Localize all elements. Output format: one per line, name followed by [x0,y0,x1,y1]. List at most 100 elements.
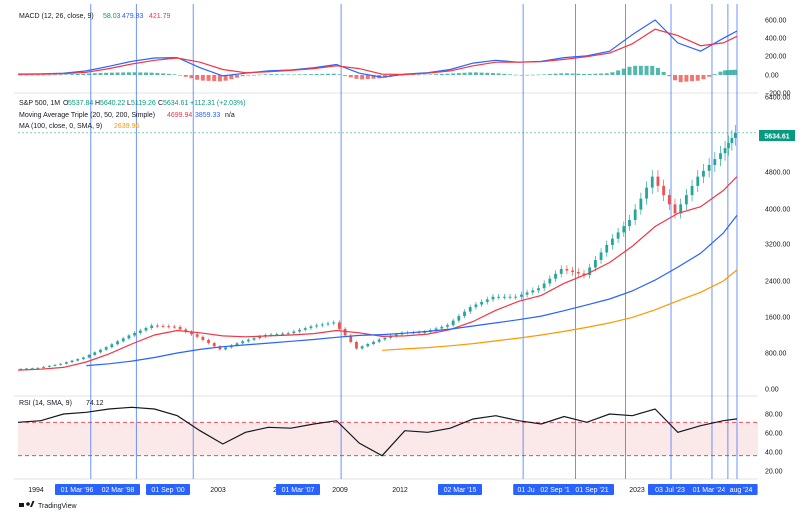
candle-body [684,195,688,205]
macd-histogram-bar [121,72,126,75]
price-pane [17,124,758,371]
candle-body [366,344,370,347]
date-marker-label[interactable]: 01 Jun [517,487,538,494]
candle-body [275,334,279,336]
rsi-legend[interactable]: RSI (14, SMA, 9) 74.12 [19,400,104,407]
macd-histogram-bar [172,74,177,75]
macd-histogram-bar [52,74,57,76]
candle-body [99,349,102,353]
macd-histogram-bar [729,69,734,75]
macd-histogram-bar [695,75,700,81]
date-marker-label[interactable]: 02 Sep '19 [540,487,573,494]
macd-histogram-bar [291,74,296,76]
candle-body [571,270,575,272]
candle-body [554,273,557,279]
macd-axis-label: −200.00 [765,91,791,98]
candle-body [281,333,284,335]
price-legend[interactable]: S&P 500, 1M O 5537.84 H 5640.22 L 5119.2… [19,100,246,130]
macd-histogram-bar [726,70,731,75]
macd-histogram-bar [701,75,706,80]
candle-body [207,339,210,344]
candle-body [19,368,23,370]
candle-body [451,320,455,326]
date-marker-label[interactable]: 01 Mar '07 [282,487,315,494]
last-price-text: 5634.61 [764,134,789,141]
macd-histogram-bar [109,72,114,75]
macd-histogram-bar [229,75,234,80]
candle-body [241,341,245,344]
candle-body [679,204,683,214]
tradingview-brand[interactable]: TradingView [19,501,77,510]
candle-body [25,368,28,370]
date-marker-label[interactable]: 02 Mar '98 [102,487,135,494]
ma50-line[interactable] [86,214,738,367]
candle-body [628,219,631,227]
macd-histogram-bar [621,68,626,75]
macd-axis-label: 200.00 [765,54,787,61]
candle-body [337,322,341,329]
macd-legend[interactable]: MACD (12, 26, close, 9) 58.03 479.83 421… [19,13,171,20]
change-value: +112.31 (+2.03%) [190,100,246,107]
macd-line[interactable] [17,19,738,78]
candle-body [383,337,387,340]
candle-body [622,226,626,233]
ma20-line[interactable] [17,176,738,371]
candle-body [349,335,353,342]
candle-body [59,363,63,365]
ma100-line[interactable] [382,269,738,351]
macd-histogram-bar [269,74,274,75]
candle-body [667,195,671,205]
candle-body [588,267,592,275]
macd-histogram-bar [684,75,689,82]
candle-body [474,304,478,308]
candle-body [173,326,176,328]
candle-body [212,343,216,347]
signal-line[interactable] [17,28,738,76]
macd-histogram-bar [707,75,712,77]
date-marker-bg [55,484,99,495]
macd-histogram-bar [234,75,239,78]
candle-body [292,331,296,334]
macd-legend-macd: 479.83 [122,13,144,20]
candle-body [286,333,290,335]
macd-histogram-bar [149,72,154,75]
macd-pane [17,19,738,83]
candle-body [723,148,727,154]
date-marker-label[interactable]: 01 Mar '96 [61,487,94,494]
macd-histogram-bar [723,70,728,75]
open-label: O [63,100,69,107]
candle-body [599,252,603,260]
rsi-legend-label: RSI (14, SMA, 9) [19,400,72,407]
macd-histogram-bar [411,74,416,76]
macd-histogram-bar [212,75,217,82]
macd-histogram-bar [553,73,558,75]
date-marker-label[interactable]: 03 Jul '23 [655,487,685,494]
date-marker-label[interactable]: 01 Mar '24 [693,487,726,494]
macd-histogram-bar [360,75,365,80]
date-marker-label[interactable]: 01 Sep '21 [575,487,608,494]
macd-histogram-bar [303,74,308,75]
mat-legend-v3: n/a [225,112,235,119]
candle-body [582,273,586,275]
macd-histogram-bar [143,72,148,75]
open-value: 5537.84 [68,100,93,107]
brand-label: TradingView [38,503,77,510]
candle-body [144,328,148,331]
year-label: 2009 [332,487,348,494]
date-marker-label[interactable]: 02 Mar '15 [444,487,477,494]
macd-histogram-bar [64,74,69,76]
macd-histogram-bar [70,74,75,75]
date-marker-label[interactable]: aug '24 [730,487,753,494]
rsi-line[interactable] [17,406,738,457]
price-axis-label: 4000.00 [765,207,790,214]
macd-histogram-bar [672,75,677,81]
macd-histogram-bar [337,74,342,75]
price-axis-label: 3200.00 [765,242,790,249]
candle-body [178,326,182,330]
date-marker-label[interactable]: 01 Sep '00 [151,487,184,494]
year-label: 2023 [629,487,645,494]
macd-histogram-bar [542,74,547,75]
close-label: C [158,100,163,107]
macd-histogram-bar [650,65,655,75]
